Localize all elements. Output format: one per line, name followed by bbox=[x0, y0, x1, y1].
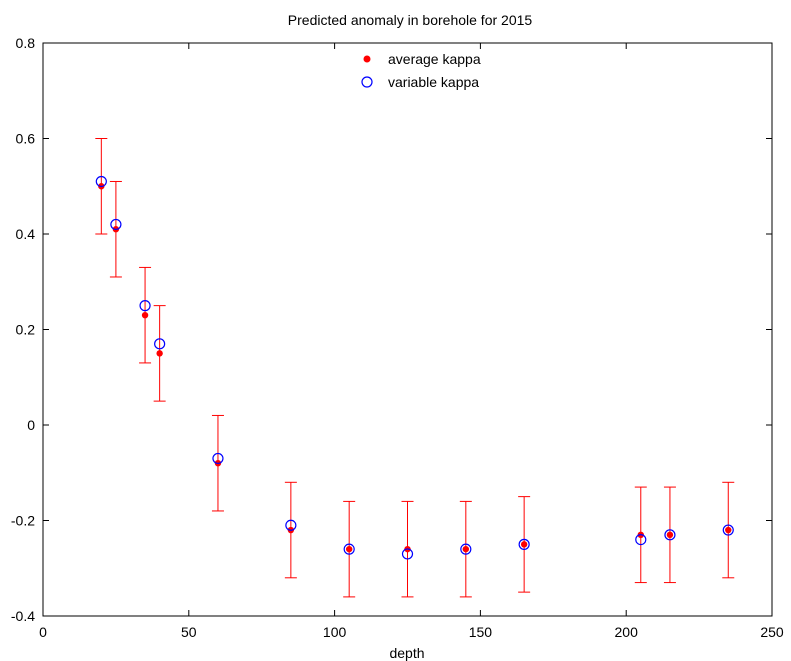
y-tick-label: 0.4 bbox=[16, 226, 36, 242]
x-tick-label: 150 bbox=[469, 624, 493, 640]
series-average-kappa bbox=[98, 183, 732, 553]
series-variable-kappa bbox=[95, 175, 734, 560]
x-tick-label: 200 bbox=[615, 624, 639, 640]
variable-kappa-point bbox=[722, 524, 734, 536]
average-kappa-point bbox=[666, 531, 674, 539]
x-tick-label: 100 bbox=[323, 624, 347, 640]
axis-ticks: 0 50 100 150 200 250 -0.4 -0.2 0 0.2 0.4 0.6 0.8 bbox=[11, 35, 784, 640]
y-tick-label: 0.8 bbox=[16, 35, 36, 51]
x-tick-label: 250 bbox=[760, 624, 784, 640]
average-kappa-point bbox=[520, 541, 528, 548]
variable-kappa-point bbox=[518, 538, 530, 550]
variable-kappa-point bbox=[95, 175, 107, 188]
average-kappa-point bbox=[156, 350, 163, 357]
y-tick-label: 0.2 bbox=[16, 322, 36, 338]
variable-kappa-point bbox=[154, 338, 166, 350]
variable-kappa-point bbox=[110, 218, 122, 231]
variable-kappa-point bbox=[343, 543, 355, 555]
variable-kappa-point bbox=[460, 543, 472, 555]
legend-marker-variable-kappa bbox=[361, 76, 373, 88]
y-tick-label: -0.4 bbox=[11, 608, 35, 624]
variable-kappa-point bbox=[664, 529, 676, 541]
legend-label-variable-kappa: variable kappa bbox=[388, 74, 479, 90]
legend-marker-average-kappa bbox=[363, 55, 371, 63]
y-tick-label: 0.6 bbox=[16, 131, 36, 147]
variable-kappa-point bbox=[635, 533, 647, 546]
x-tick-label: 50 bbox=[181, 624, 197, 640]
average-kappa-point bbox=[725, 526, 732, 534]
x-tick-label: 0 bbox=[39, 624, 47, 640]
variable-kappa-point bbox=[285, 519, 297, 531]
legend: average kappa variable kappa bbox=[361, 51, 481, 90]
average-kappa-point bbox=[462, 545, 470, 553]
x-axis-label: depth bbox=[389, 645, 424, 661]
error-bars bbox=[95, 138, 735, 598]
average-kappa-point bbox=[345, 545, 353, 553]
variable-kappa-point bbox=[401, 548, 414, 560]
variable-kappa-point bbox=[212, 452, 224, 465]
average-kappa-point bbox=[141, 311, 149, 319]
y-tick-label: 0 bbox=[27, 417, 35, 433]
y-tick-label: -0.2 bbox=[11, 513, 35, 529]
legend-label-average-kappa: average kappa bbox=[388, 51, 481, 67]
variable-kappa-point bbox=[139, 300, 151, 312]
chart-title: Predicted anomaly in borehole for 2015 bbox=[288, 12, 533, 28]
